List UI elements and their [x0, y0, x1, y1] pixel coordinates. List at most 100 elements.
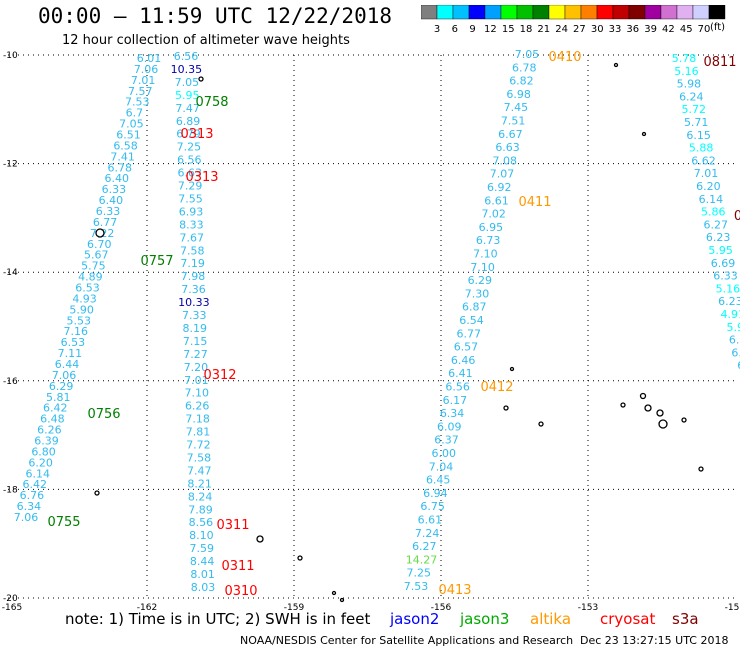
- wave-height-value: 7.27: [183, 348, 208, 361]
- wave-height-value: 5.53: [66, 314, 91, 327]
- wave-height-value: 5.67: [84, 249, 109, 262]
- island-outline: [641, 131, 647, 137]
- colorbar-swatch: [708, 5, 726, 20]
- wave-height-value: 7.59: [190, 542, 215, 555]
- wave-height-value: 7.08: [493, 154, 518, 167]
- colorbar-label: 9: [469, 24, 475, 35]
- wave-height-value: 4.93: [72, 292, 97, 305]
- wave-height-value: 7.05: [175, 76, 200, 89]
- colorbar-label: 45: [680, 24, 693, 35]
- pass-time-label: 0758: [195, 95, 228, 110]
- lat-label: -16: [3, 377, 18, 387]
- wave-height-value: 7.58: [180, 244, 205, 257]
- wave-height-value: 6.54: [459, 314, 484, 327]
- wave-height-value: 7.72: [186, 439, 211, 452]
- island-outline: [503, 405, 509, 411]
- island-outline: [94, 490, 100, 496]
- wave-height-value: 6.26: [37, 424, 62, 437]
- lon-label: -15: [725, 603, 740, 613]
- lon-label: -153: [578, 603, 598, 613]
- wave-height-value: 8.44: [190, 555, 215, 568]
- wave-height-value: 6.33: [713, 270, 738, 283]
- wave-height-value: 7.47: [187, 464, 212, 477]
- wave-height-value: 7.29: [178, 180, 203, 193]
- wave-height-value: 6.26: [185, 400, 210, 413]
- wave-height-value: 5.16: [674, 65, 699, 78]
- wave-height-value: 6.80: [31, 445, 56, 458]
- island-outline: [95, 228, 105, 238]
- wave-height-value: 7.06: [14, 511, 39, 524]
- wave-height-value: 7.10: [470, 261, 495, 274]
- wave-height-value: 8.21: [187, 477, 212, 490]
- colorbar-label: 27: [573, 24, 586, 35]
- colorbar-label: 30: [591, 24, 604, 35]
- pass-time-label: 0411: [518, 195, 551, 210]
- wave-height-value: 6.27: [703, 218, 728, 231]
- wave-height-value: 7.55: [178, 192, 203, 205]
- wave-height-value: 8.33: [179, 218, 204, 231]
- wave-height-value: 6.58: [113, 139, 138, 152]
- wave-height-value: 6.41: [448, 367, 473, 380]
- track-0811: 5.785.165.986.245.725.716.155.886.627.01…: [672, 52, 740, 372]
- wave-height-value: 5.72: [682, 103, 707, 116]
- wave-height-value: 6.44: [55, 358, 80, 371]
- pass-time-label: 0311: [216, 518, 249, 533]
- wave-height-value: 6.77: [93, 216, 118, 229]
- lat-label: -12: [3, 160, 18, 170]
- wave-height-value: 7.05: [119, 118, 144, 131]
- wave-height-value: 7.25: [407, 567, 432, 580]
- pass-time-label: 0412: [480, 380, 513, 395]
- wave-height-value: 6.7: [126, 107, 144, 120]
- wave-height-value: 6.17: [443, 394, 468, 407]
- note-text: note: 1) Time is in UTC; 2) SWH is in fe…: [65, 610, 371, 628]
- wave-height-value: 6.34: [440, 407, 465, 420]
- wave-height-value: 6.93: [179, 205, 204, 218]
- wave-height-value: 5.75: [81, 260, 106, 273]
- colorbar-label: 39: [644, 24, 657, 35]
- wave-height-value: 6.00: [432, 447, 457, 460]
- wave-height-value: 6.39: [34, 435, 59, 448]
- wave-height-value: 7.58: [187, 451, 212, 464]
- wave-height-value: 7.01: [694, 167, 719, 180]
- wave-height-value: 5.98: [677, 78, 702, 91]
- wave-height-value: 5.81: [46, 391, 71, 404]
- wave-height-value: 6.40: [105, 172, 130, 185]
- wave-height-value: 7.24: [415, 527, 440, 540]
- island-outline: [331, 590, 337, 596]
- wave-height-value: 6.20: [696, 180, 721, 193]
- pass-time-label: 0756: [87, 407, 120, 422]
- island-outline: [198, 76, 204, 82]
- wave-height-value: 8.03: [191, 581, 216, 594]
- wave-height-value: 6.61: [418, 514, 443, 527]
- wave-height-value: 6.89: [176, 115, 201, 128]
- colorbar-label: 21: [537, 24, 550, 35]
- wave-height-value: 6.61: [484, 194, 509, 207]
- wave-height-value: 6.01: [137, 52, 162, 65]
- wave-height-value: 7.04: [429, 460, 454, 473]
- wave-height-value: 7.47: [175, 102, 200, 115]
- wave-height-value: 7.25: [177, 141, 202, 154]
- wave-height-value: 8.19: [182, 322, 207, 335]
- wave-height-value: 7.01: [131, 74, 156, 87]
- pass-time-label: 0313: [180, 127, 213, 142]
- wave-height-value: 7.19: [180, 257, 205, 270]
- wave-height-value: 6.53: [75, 282, 100, 295]
- island-outline: [644, 404, 652, 412]
- island-outline: [339, 597, 345, 603]
- wave-height-value: 6.27: [412, 540, 437, 553]
- track-0755-0758: 6.017.067.017.577.536.77.056.516.587.416…: [14, 52, 162, 524]
- wave-height-value: 6.87: [462, 301, 487, 314]
- wave-height-value: 6.92: [487, 181, 512, 194]
- wave-height-value: 6.5: [731, 346, 740, 359]
- wave-height-value: 6.78: [512, 61, 537, 74]
- wave-height-value: 6.45: [426, 474, 451, 487]
- wave-height-value: 6.56: [174, 50, 199, 63]
- wave-height-value: 7.81: [186, 426, 211, 439]
- wave-height-value: 6.67: [498, 128, 523, 141]
- wave-height-value: 6.14: [699, 193, 724, 206]
- pass-time-label: 0811: [703, 55, 736, 70]
- wave-height-value: 6.: [737, 359, 740, 372]
- wave-height-value: 6.78: [107, 161, 132, 174]
- wave-height-value: 8.24: [188, 490, 213, 503]
